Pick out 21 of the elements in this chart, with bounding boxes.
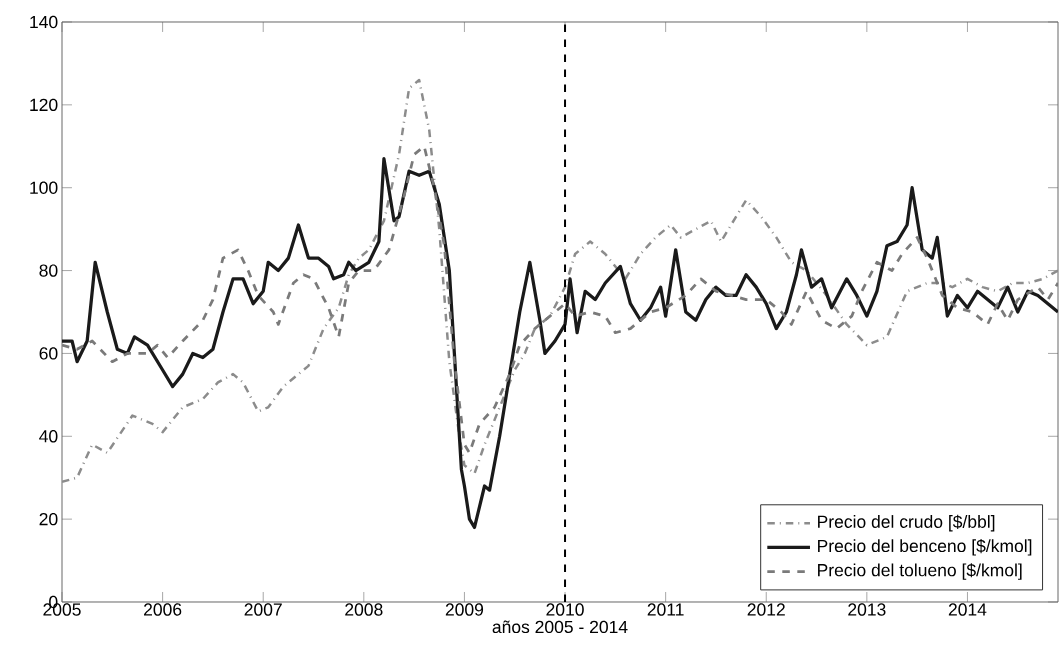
x-tick-label: 2011 <box>647 603 684 616</box>
legend-label: Precio del tolueno [$/kmol] <box>818 563 1022 580</box>
x-tick-label: 2010 <box>546 603 584 616</box>
y-tick-label: 100 <box>30 181 58 194</box>
y-tick-label: 80 <box>39 264 58 277</box>
x-tick-label: 2007 <box>244 603 282 616</box>
x-axis-title: años 2005 - 2014 <box>492 620 628 634</box>
line-series <box>62 78 1059 484</box>
y-tick-label: 140 <box>30 15 58 29</box>
x-tick-label: 2014 <box>948 603 987 616</box>
legend-label: Precio del crudo [$/bbl] <box>818 514 995 532</box>
y-tick-label: 120 <box>30 98 58 112</box>
y-tick-label: 20 <box>39 512 58 526</box>
x-tick-label: 2012 <box>747 603 785 616</box>
x-tick-label: 2006 <box>144 603 182 616</box>
x-tick-label: 2009 <box>445 603 484 616</box>
x-tick-label: 2008 <box>345 603 383 616</box>
x-tick-label: 2013 <box>848 603 886 616</box>
y-tick-label: 40 <box>39 430 58 443</box>
legend-label: Precio del benceno [$/kmol] <box>818 539 1032 556</box>
y-tick-label: 60 <box>39 347 58 360</box>
